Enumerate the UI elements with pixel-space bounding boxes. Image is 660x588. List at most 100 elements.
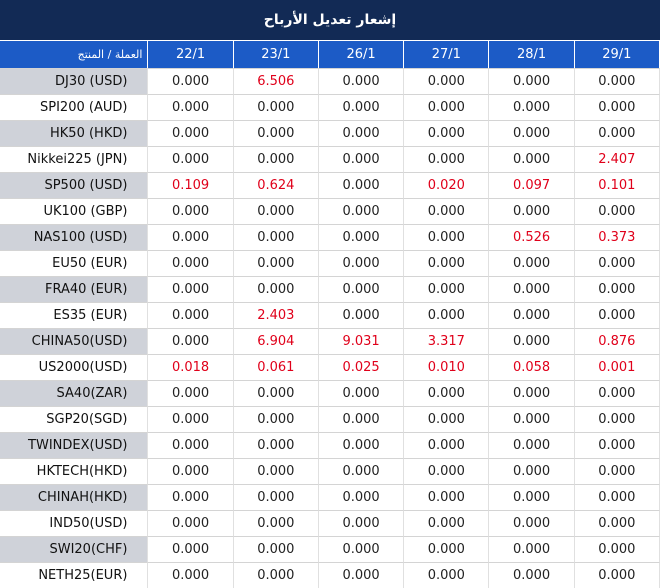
value-cell: 0.000: [318, 172, 405, 198]
value-cell: 0.000: [404, 276, 490, 302]
product-cell: DJ30 (USD): [0, 68, 149, 94]
table-row: HK50 (HKD) 0.000 0.000 0.000 0.000 0.000 0.000: [0, 120, 660, 146]
value-cell: 0.000: [574, 484, 660, 510]
value-cell: 0.000: [318, 224, 405, 250]
table-row: DJ30 (USD) 0.000 6.506 0.000 0.000 0.000 0.000: [0, 68, 660, 94]
product-cell: HKTECH(HKD): [0, 458, 149, 484]
product-cell: SP500 (USD): [0, 172, 149, 198]
value-cell: 0.000: [574, 458, 660, 484]
value-cell: 0.000: [404, 198, 490, 224]
value-cell: 0.000: [233, 380, 319, 406]
date-column-header: 22/1: [148, 40, 234, 68]
value-cell: 0.000: [318, 198, 405, 224]
table-row: SP500 (USD) 0.109 0.624 0.000 0.020 0.097 0.10…: [0, 172, 660, 198]
value-cell: 0.101: [574, 172, 660, 198]
value-cell: 0.000: [148, 250, 234, 276]
value-cell: 0.000: [233, 120, 319, 146]
value-cell: 0.000: [574, 562, 660, 588]
date-column-header: 23/1: [233, 40, 319, 68]
value-cell: 0.000: [404, 484, 490, 510]
product-column-header: العملة / المنتج: [0, 40, 149, 68]
date-column-header: 27/1: [404, 40, 490, 68]
table-row: FRA40 (EUR) 0.000 0.000 0.000 0.000 0.000 0.00…: [0, 276, 660, 302]
product-cell: SGP20(SGD): [0, 406, 149, 432]
value-cell: 0.025: [318, 354, 405, 380]
value-cell: 0.000: [404, 146, 490, 172]
table-row: NAS100 (USD) 0.000 0.000 0.000 0.000 0.526 0.3…: [0, 224, 660, 250]
value-cell: 0.000: [148, 562, 234, 588]
table-row: SGP20(SGD) 0.000 0.000 0.000 0.000 0.000 0.000: [0, 406, 660, 432]
product-cell: FRA40 (EUR): [0, 276, 149, 302]
value-cell: 0.000: [148, 328, 234, 354]
value-cell: 2.407: [574, 146, 660, 172]
value-cell: 0.000: [489, 302, 575, 328]
value-cell: 0.000: [574, 432, 660, 458]
value-cell: 0.000: [318, 120, 405, 146]
table-row: TWINDEX(USD) 0.000 0.000 0.000 0.000 0.000 0.0…: [0, 432, 660, 458]
value-cell: 0.000: [489, 380, 575, 406]
value-cell: 0.000: [318, 68, 405, 94]
value-cell: 0.000: [148, 68, 234, 94]
value-cell: 0.000: [233, 432, 319, 458]
value-cell: 0.000: [318, 406, 405, 432]
value-cell: 0.000: [318, 510, 405, 536]
value-cell: 0.000: [574, 250, 660, 276]
value-cell: 0.000: [318, 432, 405, 458]
table-row: Nikkei225 (JPN) 0.000 0.000 0.000 0.000 0.000…: [0, 146, 660, 172]
value-cell: 0.000: [148, 484, 234, 510]
value-cell: 0.000: [489, 484, 575, 510]
value-cell: 0.000: [233, 94, 319, 120]
value-cell: 0.000: [318, 562, 405, 588]
dividend-table: العملة / المنتج 22/1 23/1 26/1 27/1 28/1…: [0, 40, 660, 588]
value-cell: 0.526: [489, 224, 575, 250]
value-cell: 0.000: [233, 536, 319, 562]
table-row: US2000(USD) 0.018 0.061 0.025 0.010 0.058 0.00…: [0, 354, 660, 380]
value-cell: 0.000: [489, 536, 575, 562]
value-cell: 0.000: [489, 198, 575, 224]
value-cell: 0.000: [489, 276, 575, 302]
table-row: CHINAH(HKD) 0.000 0.000 0.000 0.000 0.000 0.00…: [0, 484, 660, 510]
value-cell: 0.000: [404, 302, 490, 328]
value-cell: 0.000: [404, 510, 490, 536]
value-cell: 0.061: [233, 354, 319, 380]
value-cell: 0.000: [148, 406, 234, 432]
value-cell: 0.000: [574, 380, 660, 406]
table-row: SA40(ZAR) 0.000 0.000 0.000 0.000 0.000 0.000: [0, 380, 660, 406]
product-cell: Nikkei225 (JPN): [0, 146, 149, 172]
value-cell: 0.000: [574, 302, 660, 328]
value-cell: 0.058: [489, 354, 575, 380]
value-cell: 0.000: [489, 510, 575, 536]
value-cell: 0.010: [404, 354, 490, 380]
value-cell: 3.317: [404, 328, 490, 354]
value-cell: 0.000: [233, 146, 319, 172]
table-header: العملة / المنتج 22/1 23/1 26/1 27/1 28/1…: [0, 40, 660, 68]
value-cell: 0.000: [148, 276, 234, 302]
value-cell: 0.876: [574, 328, 660, 354]
product-cell: EU50 (EUR): [0, 250, 149, 276]
value-cell: 0.000: [489, 146, 575, 172]
value-cell: 0.000: [233, 250, 319, 276]
value-cell: 0.000: [148, 120, 234, 146]
value-cell: 0.000: [233, 484, 319, 510]
header-row: العملة / المنتج 22/1 23/1 26/1 27/1 28/1…: [0, 40, 660, 68]
product-cell: ES35 (EUR): [0, 302, 149, 328]
value-cell: 0.000: [148, 458, 234, 484]
table-row: UK100 (GBP) 0.000 0.000 0.000 0.000 0.000 0.00…: [0, 198, 660, 224]
value-cell: 0.000: [404, 224, 490, 250]
product-cell: SA40(ZAR): [0, 380, 149, 406]
value-cell: 0.000: [233, 406, 319, 432]
value-cell: 0.000: [489, 120, 575, 146]
value-cell: 0.000: [489, 328, 575, 354]
value-cell: 0.000: [318, 302, 405, 328]
value-cell: 0.000: [574, 536, 660, 562]
value-cell: 0.000: [233, 224, 319, 250]
value-cell: 0.000: [489, 250, 575, 276]
value-cell: 0.000: [404, 458, 490, 484]
value-cell: 0.000: [489, 432, 575, 458]
product-cell: NAS100 (USD): [0, 224, 149, 250]
value-cell: 0.000: [148, 94, 234, 120]
product-cell: TWINDEX(USD): [0, 432, 149, 458]
value-cell: 0.000: [148, 536, 234, 562]
product-cell: HK50 (HKD): [0, 120, 149, 146]
